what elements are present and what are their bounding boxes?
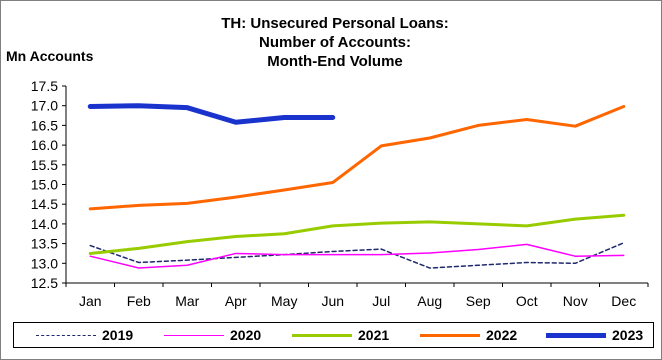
y-tick-label: 15.5 xyxy=(31,157,58,173)
series-line-2022 xyxy=(88,104,626,211)
legend-label: 2023 xyxy=(612,327,644,343)
series-line-2020 xyxy=(89,243,625,269)
y-tick-label: 16.0 xyxy=(31,137,58,153)
x-tick-label: Sep xyxy=(466,293,491,309)
chart-title-line-2: Number of Accounts: xyxy=(259,34,411,51)
series-line-2023 xyxy=(87,103,336,125)
y-tick-label: 17.0 xyxy=(31,98,58,114)
legend-label: 2022 xyxy=(486,327,518,343)
x-tick-label: Dec xyxy=(611,293,636,309)
legend-swatch xyxy=(292,334,352,337)
y-tick-label: 12.5 xyxy=(31,275,58,291)
y-tick-label: 13.0 xyxy=(31,255,58,271)
x-tick-label: Nov xyxy=(563,293,588,309)
series-line-2021 xyxy=(88,213,626,255)
y-tick-label: 16.5 xyxy=(31,117,58,133)
x-tick-label: Jun xyxy=(321,293,344,309)
legend-swatch xyxy=(546,333,606,338)
x-tick-label: Oct xyxy=(516,293,538,309)
series-line-2019 xyxy=(89,242,625,269)
y-tick-label: 14.0 xyxy=(31,216,58,232)
x-tick-label: Feb xyxy=(127,293,151,309)
chart-title-line-1: TH: Unsecured Personal Loans: xyxy=(221,15,449,32)
chart-title-line-3: Month-End Volume xyxy=(267,53,403,70)
x-tick-label: Mar xyxy=(175,293,199,309)
x-tick-label: Apr xyxy=(225,293,247,309)
x-tick-label: Jan xyxy=(79,293,102,309)
x-tick-label: Jul xyxy=(372,293,390,309)
legend-swatch xyxy=(164,335,224,336)
legend: 2019 2020 2021 2022 2023 xyxy=(13,322,654,348)
x-tick-label: Aug xyxy=(417,293,442,309)
legend-swatch xyxy=(36,335,96,336)
y-tick-label: 15.0 xyxy=(31,177,58,193)
legend-swatch xyxy=(420,334,480,337)
legend-label: 2020 xyxy=(230,327,262,343)
y-tick-label: 13.5 xyxy=(31,236,58,252)
legend-label: 2021 xyxy=(358,327,390,343)
y-tick-label: 14.5 xyxy=(31,196,58,212)
legend-label: 2019 xyxy=(102,327,134,343)
y-axis-label: Mn Accounts xyxy=(6,48,94,64)
y-tick-label: 17.5 xyxy=(31,78,58,94)
x-tick-label: May xyxy=(271,293,297,309)
